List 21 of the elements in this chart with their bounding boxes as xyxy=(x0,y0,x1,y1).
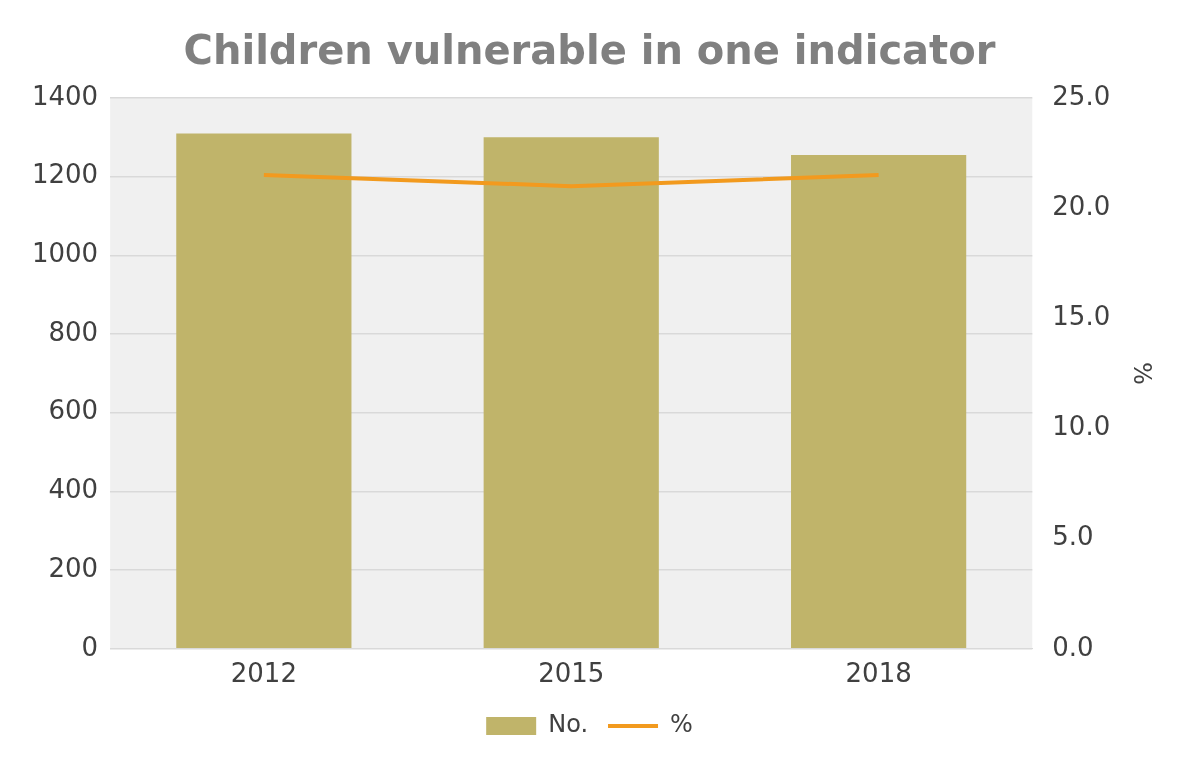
y-tick-label: 1000 xyxy=(32,238,99,269)
y2-axis-title: % xyxy=(1128,361,1157,385)
chart-title: Children vulnerable in one indicator xyxy=(183,27,996,74)
y2-tick-label: 25.0 xyxy=(1052,80,1111,111)
y-tick-label: 800 xyxy=(48,316,99,347)
y-tick-label: 400 xyxy=(48,474,99,505)
y-tick-label: 1400 xyxy=(32,80,99,111)
y-tick-label: 0 xyxy=(81,631,99,662)
y2-tick-label: 5.0 xyxy=(1052,521,1094,552)
y2-tick-label: 10.0 xyxy=(1052,411,1111,442)
x-tick-label: 2015 xyxy=(538,658,605,689)
y2-tick-label: 0.0 xyxy=(1052,631,1094,662)
y-tick-label: 1200 xyxy=(32,159,99,190)
y-tick-label: 600 xyxy=(48,395,99,426)
y2-tick-label: 15.0 xyxy=(1052,301,1111,332)
legend-label: % xyxy=(670,710,693,739)
y2-tick-label: 20.0 xyxy=(1052,190,1111,221)
y-tick-label: 200 xyxy=(48,552,99,583)
x-tick-label: 2012 xyxy=(230,658,297,689)
x-tick-label: 2018 xyxy=(845,658,912,689)
legend-label: No. xyxy=(548,710,589,739)
